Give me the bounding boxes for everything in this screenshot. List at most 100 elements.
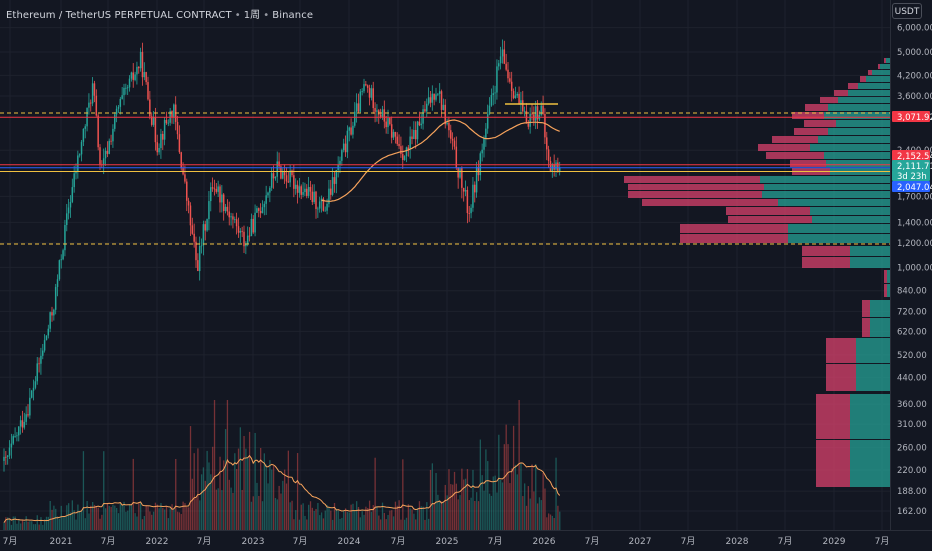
volume-bar <box>428 518 430 530</box>
time-tick-label: 2024 <box>338 537 361 547</box>
volume-bar <box>226 400 229 530</box>
candle-body <box>300 186 302 195</box>
candle-body <box>198 245 201 272</box>
volume-bar <box>21 520 24 530</box>
volume-profile-sell-bar <box>826 364 856 391</box>
volume-bar <box>420 506 422 530</box>
volume-bar <box>372 505 374 530</box>
candle-body <box>139 51 142 69</box>
price-badge-bg <box>892 150 930 161</box>
candle-body <box>424 109 426 112</box>
volume-bar <box>42 524 44 530</box>
candle-body <box>265 195 267 204</box>
candle-body <box>400 146 402 155</box>
volume-bar <box>280 493 282 530</box>
volume-bar <box>330 510 332 530</box>
volume-profile-buy-bar <box>824 152 890 159</box>
candle-body <box>197 260 199 272</box>
candle-body <box>272 173 275 179</box>
candle-body <box>553 164 555 170</box>
candle-body <box>147 82 149 100</box>
currency-selector[interactable]: USDT <box>892 3 922 19</box>
volume-bar <box>287 450 290 530</box>
price-axis-divider <box>890 0 891 530</box>
volume-profile-buy-bar <box>856 364 890 391</box>
price-tick-label: 620.00 <box>897 327 927 337</box>
volume-bar <box>335 508 338 530</box>
volume-profile-buy-bar <box>870 318 890 337</box>
candle-body <box>69 201 72 208</box>
candle-body <box>448 122 450 131</box>
volume-bar <box>116 507 118 530</box>
volume-profile-sell-bar <box>834 90 848 96</box>
volume-profile-sell-bar <box>816 394 850 439</box>
candle-body <box>472 184 474 208</box>
volume-bar <box>439 501 441 530</box>
time-tick-label: 2025 <box>436 537 459 547</box>
candle-body <box>184 174 186 182</box>
volume-bar <box>45 516 48 530</box>
price-badge-label: 3d 23h <box>897 172 927 182</box>
volume-bar <box>56 516 59 530</box>
volume-bar <box>444 484 446 530</box>
candle-body <box>461 168 463 188</box>
volume-bar <box>490 495 493 530</box>
volume-profile-buy-bar <box>856 338 890 363</box>
time-axis[interactable] <box>0 530 932 551</box>
volume-bar <box>317 503 319 530</box>
candle-body <box>91 83 94 104</box>
volume-bar <box>10 524 13 530</box>
volume-bar <box>69 512 72 530</box>
candle-body <box>546 137 548 150</box>
candle-body <box>104 150 107 159</box>
volume-bar <box>512 425 515 530</box>
volume-bar <box>524 483 526 530</box>
volume-bar <box>365 506 367 530</box>
candle-body <box>143 72 146 78</box>
candle-body <box>466 190 469 214</box>
volume-profile-sell-bar <box>642 199 778 206</box>
volume-bar <box>278 485 280 530</box>
volume-bar <box>555 457 557 530</box>
volume-profile-sell-bar <box>680 234 788 243</box>
volume-bar <box>559 511 561 530</box>
candle-body <box>191 225 194 234</box>
volume-profile-sell-bar <box>790 160 826 167</box>
candle-body <box>510 81 513 91</box>
volume-bar <box>53 505 55 530</box>
volume-bar <box>250 501 253 530</box>
timeframe-label[interactable]: 1周 <box>243 10 261 21</box>
candle-body <box>51 312 53 316</box>
volume-profile-buy-bar <box>858 83 890 89</box>
candle-body <box>270 173 273 188</box>
candle-body <box>414 129 417 140</box>
volume-bar <box>132 458 134 530</box>
candle-body <box>67 207 70 214</box>
price-tick-label: 310.00 <box>897 420 927 430</box>
candle-body <box>130 72 133 79</box>
candle-body <box>368 87 371 98</box>
volume-profile-sell-bar <box>728 216 812 223</box>
volume-bar <box>357 507 360 530</box>
candle-body <box>14 436 16 437</box>
volume-bar <box>193 453 195 530</box>
symbol-name: Ethereum / TetherUS PERPETUAL CONTRACT <box>6 10 232 21</box>
volume-bar <box>391 510 393 530</box>
candle-body <box>418 121 421 126</box>
candle-body <box>379 114 382 117</box>
volume-bar <box>149 511 151 530</box>
candle-body <box>132 72 134 80</box>
volume-bar <box>418 501 421 530</box>
volume-bar <box>121 504 123 530</box>
candle-body <box>195 241 197 261</box>
volume-bar <box>557 505 559 530</box>
candle-body <box>252 218 254 233</box>
volume-profile-sell-bar <box>860 76 866 82</box>
candle-body <box>21 420 24 428</box>
candle-body <box>163 119 166 140</box>
volume-bar <box>306 519 308 530</box>
volume-bar <box>370 511 373 530</box>
candle-body <box>258 208 260 211</box>
candle-body <box>16 435 18 437</box>
